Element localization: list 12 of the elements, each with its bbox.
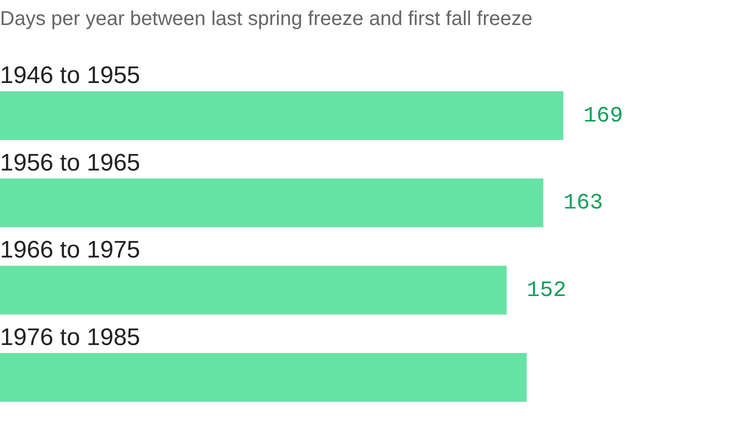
- bar: [0, 178, 544, 228]
- chart-title: Days per year between last spring freeze and first fall freeze: [0, 7, 534, 32]
- y-tick-label: 1956 to 1965: [0, 149, 140, 176]
- data-label: 152: [526, 278, 566, 303]
- y-tick-label: 1966 to 1975: [0, 236, 140, 264]
- bar: [0, 266, 507, 315]
- y-tick-label: 1976 to 1985: [0, 324, 140, 351]
- data-label: 163: [563, 190, 603, 216]
- data-label: 169: [583, 103, 623, 128]
- y-tick-label: 1946 to 1955: [0, 62, 140, 90]
- bar: [0, 352, 527, 402]
- bar: [0, 91, 564, 140]
